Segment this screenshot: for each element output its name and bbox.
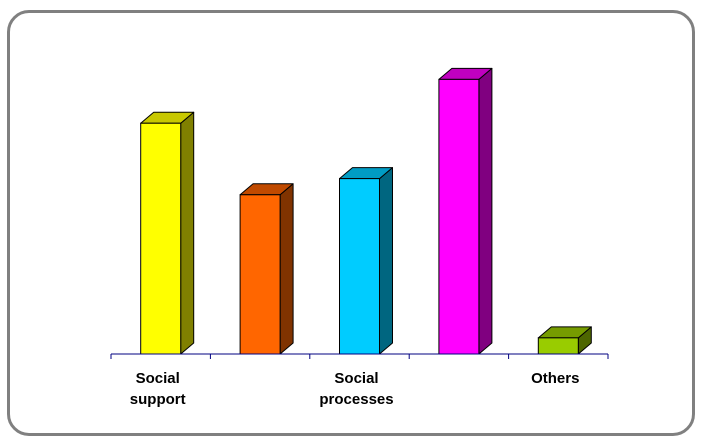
x-tick-label: Others <box>531 370 579 387</box>
bar-side-face <box>180 111 195 355</box>
bar-front-face <box>537 337 579 355</box>
bar-front-face <box>140 122 182 355</box>
bar-side-face <box>379 167 393 355</box>
bar-front-face <box>339 178 380 355</box>
bars-layer <box>140 67 592 355</box>
bar-2 <box>239 183 294 355</box>
bar-3 <box>339 167 393 355</box>
x-axis <box>110 353 609 359</box>
bar-4 <box>438 67 493 355</box>
bar-front-face <box>239 194 281 355</box>
bar-side-face <box>279 183 294 355</box>
tick-labels-layer: Social support Social processes Others <box>130 370 580 408</box>
x-tick-label-line: Social <box>136 370 180 387</box>
x-tick-label-line: processes <box>319 391 393 408</box>
bar-5 <box>537 326 592 355</box>
bar-front-face <box>438 78 480 355</box>
x-tick-label-line: support <box>130 391 186 408</box>
x-tick-label-line: Others <box>531 370 579 387</box>
bar-1 <box>140 111 195 355</box>
bar-side-face <box>478 67 493 355</box>
x-tick-label: Social processes <box>319 370 393 408</box>
x-tick-label: Social support <box>130 370 186 408</box>
x-tick-label-line: Social <box>334 370 378 387</box>
